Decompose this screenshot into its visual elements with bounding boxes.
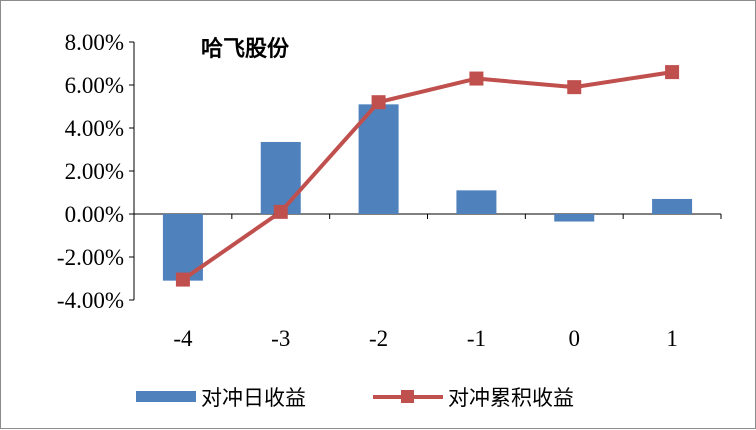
chart-title: 哈飞股份 — [201, 36, 290, 62]
legend: 对冲日收益 对冲累积收益 — [136, 386, 574, 410]
y-tick-label: 2.00% — [65, 159, 124, 184]
bar — [456, 190, 497, 214]
bar — [652, 198, 693, 214]
line-point — [665, 65, 680, 80]
x-tick-label: -1 — [467, 326, 486, 351]
x-tick-label: 0 — [569, 326, 581, 351]
line-series — [175, 65, 680, 287]
y-tick-label: 6.00% — [65, 73, 124, 98]
legend-label-line: 对冲累积收益 — [448, 386, 574, 410]
bar-series — [162, 104, 693, 281]
line-point — [371, 95, 386, 110]
x-tick-label: -2 — [369, 326, 388, 351]
line-point — [469, 71, 484, 86]
y-tick-label: 4.00% — [65, 116, 124, 141]
legend-line-marker — [401, 390, 414, 403]
tick-labels: 8.00% 6.00% 4.00% 2.00% 0.00% -2.00% -4.00% -4 -… — [57, 30, 678, 351]
bar — [358, 104, 399, 214]
line-path — [181, 70, 673, 282]
y-tick-label: -4.00% — [57, 288, 124, 313]
x-tick-label: 1 — [666, 326, 678, 351]
y-tick-label: -2.00% — [57, 245, 124, 270]
y-tick-label: 0.00% — [65, 202, 124, 227]
line-point — [273, 204, 288, 219]
line-point — [567, 80, 582, 95]
bar — [554, 214, 595, 222]
x-tick-label: -4 — [173, 326, 193, 351]
axes — [129, 41, 722, 301]
bar — [260, 141, 301, 214]
y-tick-label: 8.00% — [65, 30, 124, 55]
legend-label-bar: 对冲日收益 — [201, 386, 306, 410]
legend-bar-swatch — [136, 391, 196, 402]
x-tick-label: -3 — [271, 326, 290, 351]
line-point — [175, 272, 190, 287]
